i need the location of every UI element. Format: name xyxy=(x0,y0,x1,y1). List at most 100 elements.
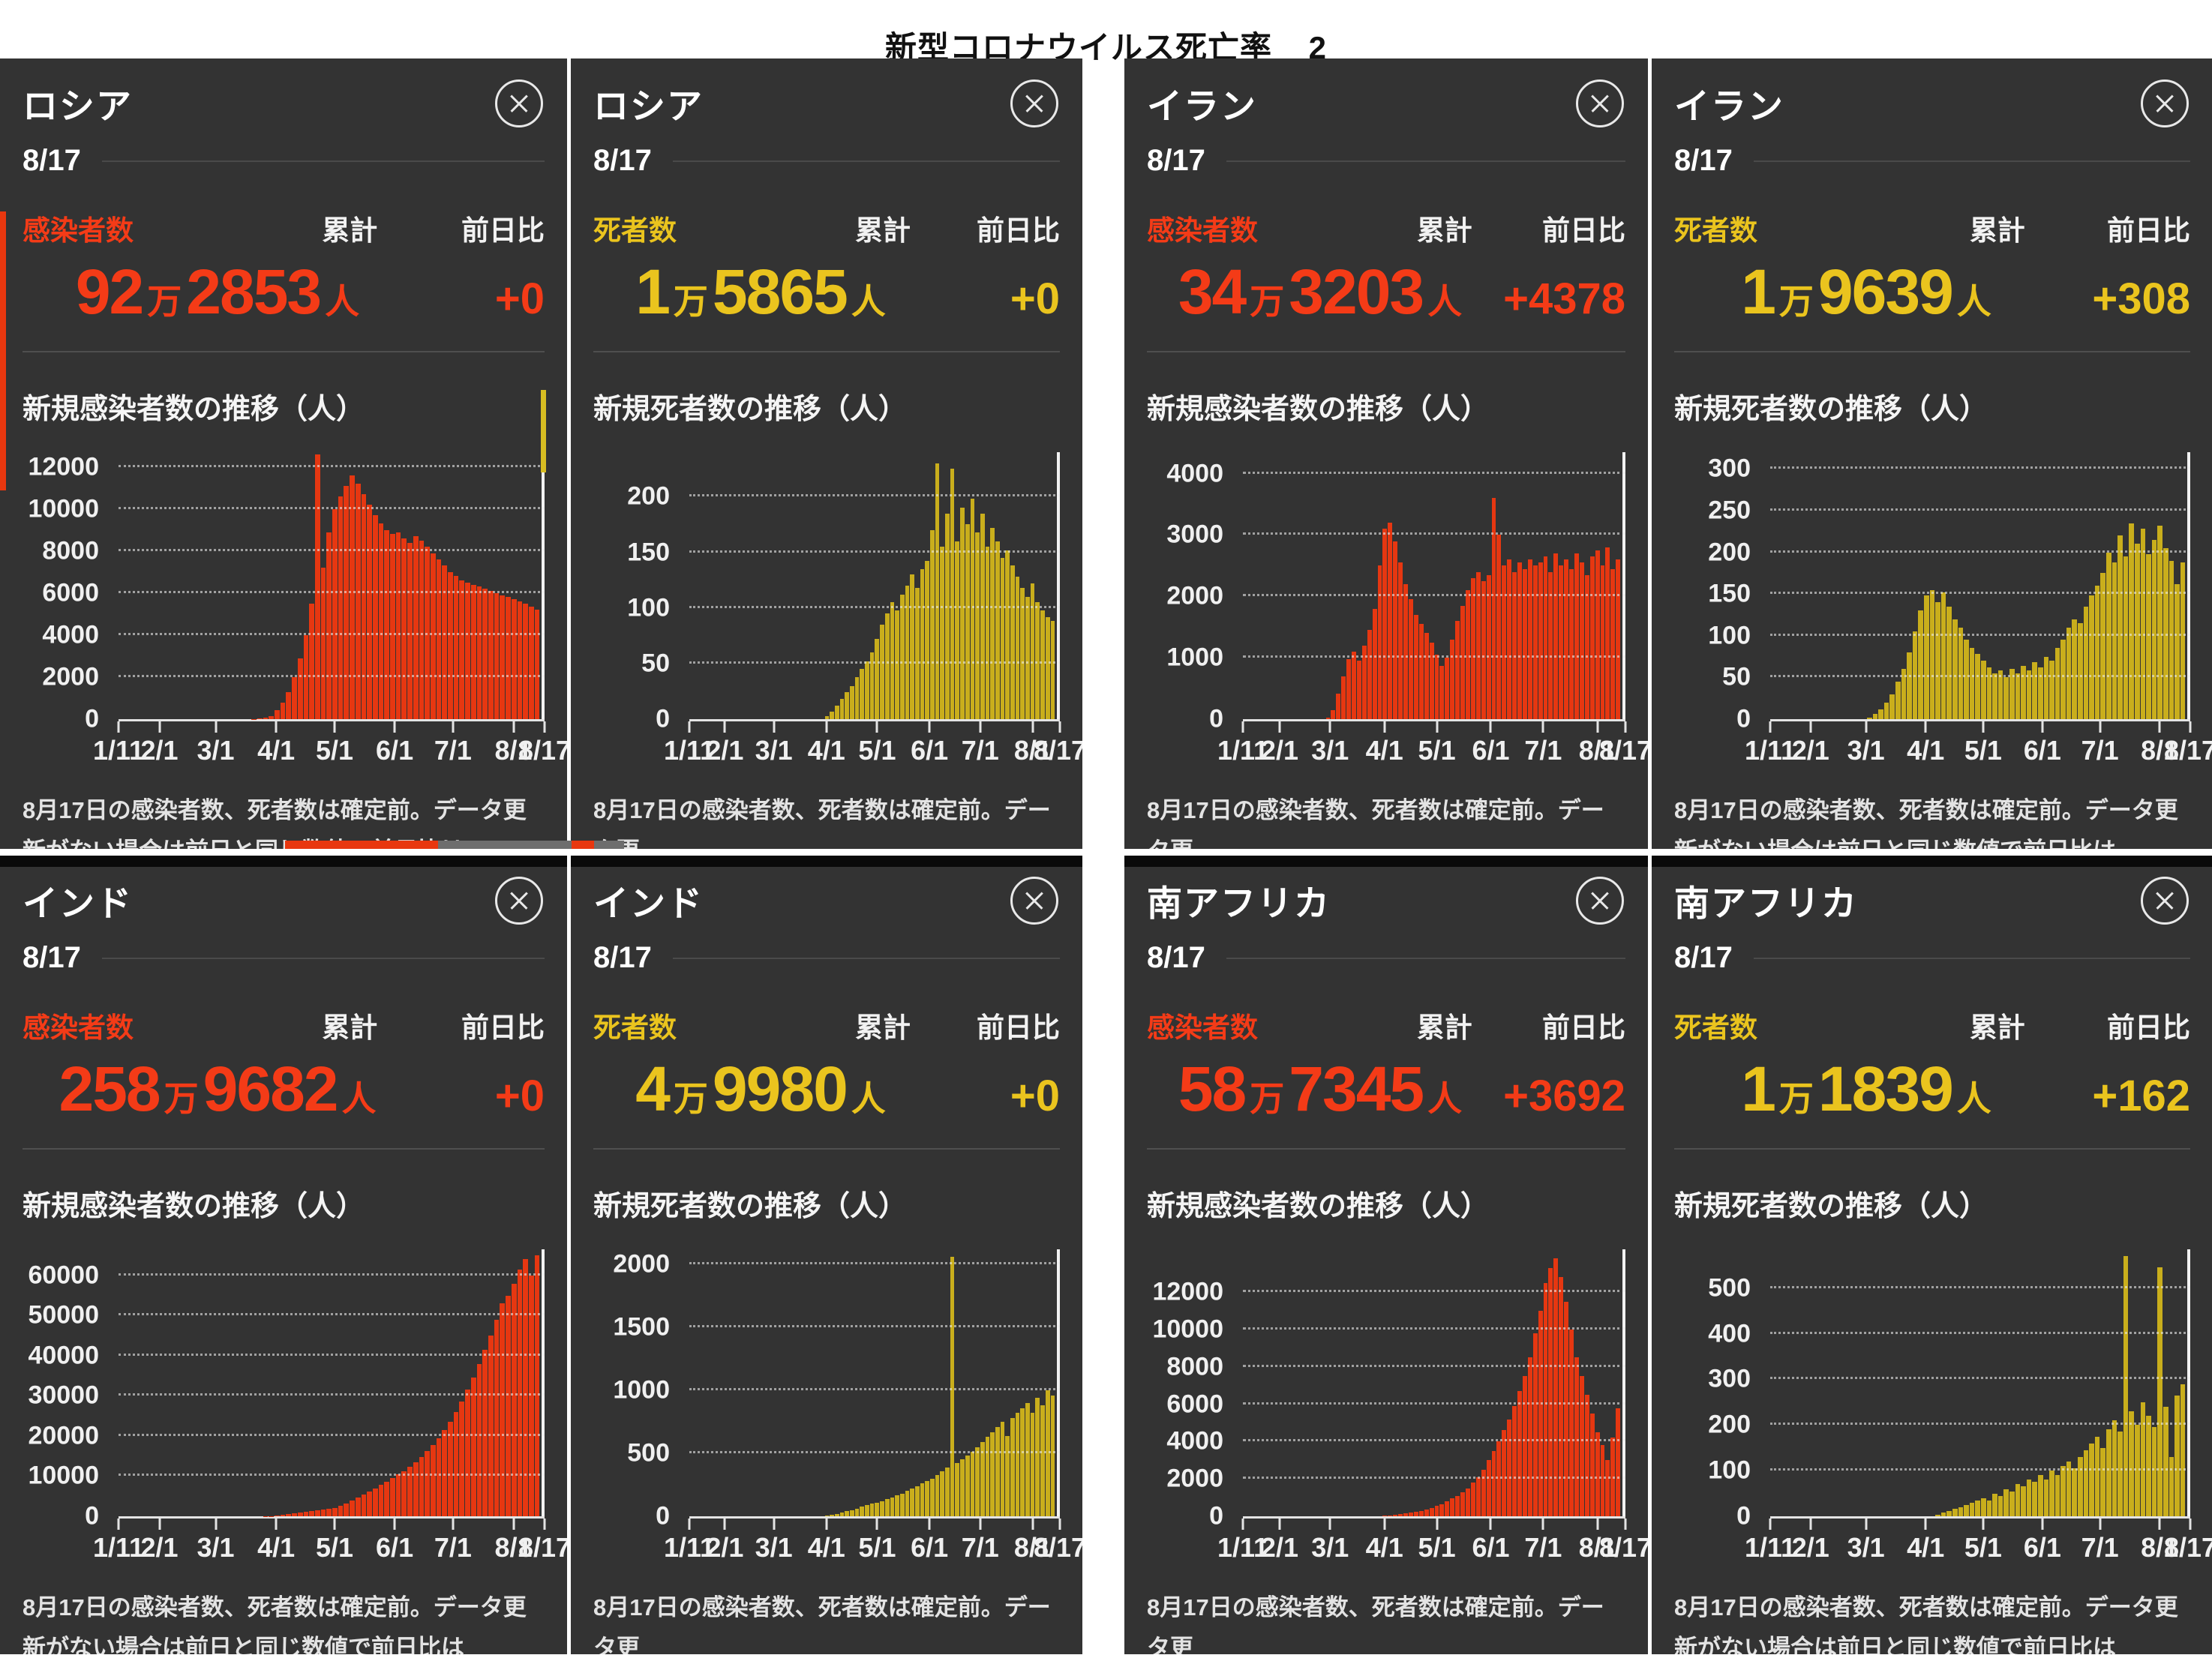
value-number: 34 xyxy=(1178,256,1247,327)
x-tick-label: 4/1 xyxy=(1907,735,1945,766)
x-tick xyxy=(1058,721,1061,733)
footnote-line: 8月17日の感染者数、死者数は確定前。データ更 xyxy=(1147,1594,1604,1654)
bar xyxy=(1382,529,1388,719)
bar xyxy=(2089,1443,2094,1516)
close-button[interactable] xyxy=(1010,877,1058,925)
gridline xyxy=(119,1313,545,1316)
x-tick xyxy=(1436,721,1439,733)
bar xyxy=(2009,669,2015,719)
value-unit-person: 人 xyxy=(341,1079,377,1118)
chart-plot-area xyxy=(689,452,1060,721)
today-marker-line xyxy=(1057,452,1060,719)
bar xyxy=(1595,1432,1600,1516)
bar xyxy=(384,1481,390,1516)
gridline xyxy=(1770,675,2190,678)
bar xyxy=(1050,1395,1055,1516)
bar xyxy=(1986,667,1992,719)
bar xyxy=(1872,714,1878,719)
bar xyxy=(1929,589,1935,719)
bar xyxy=(459,580,465,719)
close-button[interactable] xyxy=(495,79,543,127)
x-tick xyxy=(1436,1519,1439,1530)
gridline xyxy=(1770,633,2190,636)
bar xyxy=(372,515,378,719)
y-tick-label: 10000 xyxy=(28,494,99,523)
bar xyxy=(1867,717,1872,719)
footnote: 8月17日の感染者数、死者数は確定前。データ更 新がない場合は前日と同じ数値で前… xyxy=(1674,790,2190,849)
day-change-value: +4378 xyxy=(1503,274,1625,323)
x-tick-label: 1/11 xyxy=(1744,735,1796,766)
close-button[interactable] xyxy=(1576,79,1624,127)
bar xyxy=(2060,640,2066,719)
bar xyxy=(970,1452,975,1516)
bar xyxy=(1975,654,1980,719)
bar xyxy=(914,587,920,719)
bar xyxy=(419,1456,425,1516)
chart-title: 新規感染者数の推移（人） xyxy=(1147,394,1490,425)
bar xyxy=(1553,1258,1559,1516)
bar xyxy=(274,709,280,719)
bar xyxy=(985,1437,990,1516)
y-tick-label: 0 xyxy=(656,704,670,733)
bar xyxy=(309,603,314,719)
date-label: 8/17 xyxy=(23,144,81,177)
bar xyxy=(361,494,367,719)
x-tick-label: 3/1 xyxy=(197,735,235,766)
x-tick xyxy=(2041,721,2044,733)
x-tick xyxy=(1982,721,1985,733)
date-label: 8/17 xyxy=(593,941,652,974)
x-tick xyxy=(2099,721,2102,733)
cumulative-value: 1 万1839 人 xyxy=(1674,1053,2063,1126)
bar xyxy=(2162,1406,2168,1516)
x-tick xyxy=(1383,1519,1386,1530)
close-button[interactable] xyxy=(1010,79,1058,127)
gridline xyxy=(689,1388,1060,1391)
video-progress-bar[interactable] xyxy=(285,841,624,849)
bar xyxy=(523,1259,528,1516)
x-tick xyxy=(1328,721,1331,733)
bar xyxy=(960,508,965,719)
bar xyxy=(839,699,845,719)
bar xyxy=(2123,556,2129,719)
x-tick xyxy=(393,1519,396,1530)
bar xyxy=(1434,1506,1439,1516)
x-tick-label: 5/1 xyxy=(1418,1532,1456,1563)
bar xyxy=(338,496,344,719)
bar xyxy=(1517,562,1522,719)
close-button[interactable] xyxy=(2141,877,2189,925)
x-tick-label: 3/1 xyxy=(1311,735,1349,766)
close-button[interactable] xyxy=(1576,877,1624,925)
bar xyxy=(488,1336,494,1516)
x-tick xyxy=(928,1519,931,1530)
y-tick-label: 10000 xyxy=(1152,1315,1223,1344)
bar xyxy=(2083,606,2089,719)
bar xyxy=(292,1513,297,1516)
bar xyxy=(1346,658,1352,719)
bar xyxy=(2043,1480,2049,1516)
close-button[interactable] xyxy=(495,877,543,925)
bar xyxy=(1475,571,1481,719)
bar xyxy=(326,1508,332,1516)
x-tick xyxy=(825,721,828,733)
bar xyxy=(494,1319,500,1516)
bar xyxy=(1952,619,1958,719)
footnote-line: 8月17日の感染者数、死者数は確定前。データ更 xyxy=(593,1594,1051,1654)
y-tick-label: 20000 xyxy=(28,1421,99,1450)
x-tick xyxy=(688,1519,691,1530)
bar xyxy=(1579,562,1584,719)
footnote-line: 新がない場合は前日と同じ数値で前日比は xyxy=(23,1635,464,1654)
bar xyxy=(1532,565,1538,719)
bar xyxy=(1889,694,1895,719)
bar xyxy=(2078,623,2083,719)
bar xyxy=(2100,1447,2106,1516)
chart-title: 新規死者数の推移（人） xyxy=(1674,1191,1988,1222)
y-axis-labels: 12000 10000 8000 6000 4000 2000 0 xyxy=(1147,1249,1234,1531)
bar xyxy=(1403,583,1408,719)
country-card: 南アフリカ 8/17 死者数 累計 前日比 1 万1839 人 +162 新規死者数… xyxy=(1652,856,2212,1654)
close-button[interactable] xyxy=(2141,79,2189,127)
bar xyxy=(2026,1480,2032,1516)
bar xyxy=(1579,1376,1584,1516)
bar xyxy=(1595,550,1600,719)
bar xyxy=(442,1429,448,1516)
x-tick xyxy=(512,721,515,733)
